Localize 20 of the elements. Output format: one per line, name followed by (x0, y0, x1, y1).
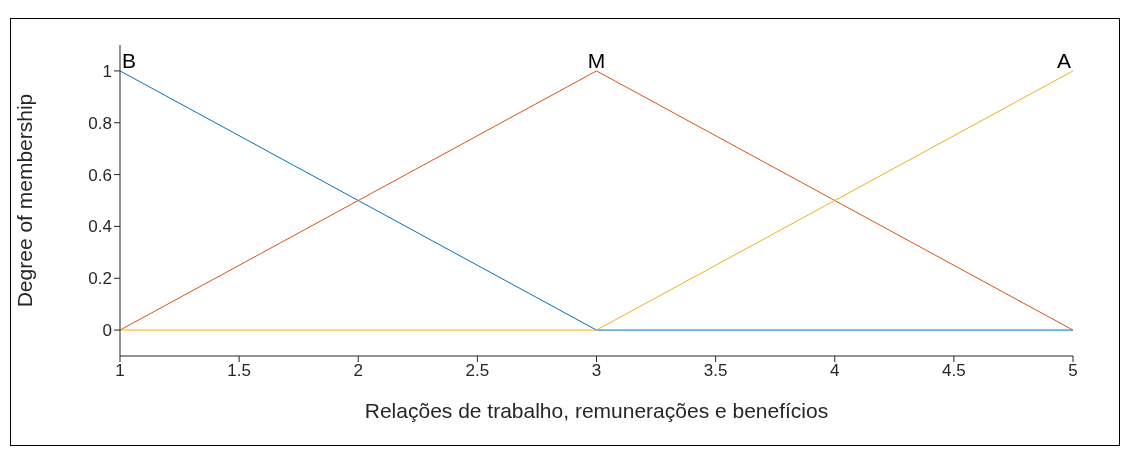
y-tick-label: 0.4 (88, 217, 112, 237)
series-label: A (1056, 48, 1071, 72)
x-tick-label: 3.5 (703, 361, 728, 381)
y-tick-label: 1 (102, 61, 112, 81)
x-tick-label: 1 (115, 361, 125, 381)
x-tick-label: 2.5 (465, 361, 490, 381)
series-label: B (122, 48, 137, 72)
x-tick-label: 3 (591, 361, 602, 381)
y-tick-label: 0.8 (88, 113, 112, 133)
x-tick-label: 2 (353, 361, 363, 381)
x-tick-label: 1.5 (227, 361, 251, 381)
x-tick-label: 4.5 (942, 361, 966, 381)
x-tick-label: 5 (1068, 361, 1078, 381)
series-label: M (587, 48, 606, 72)
x-axis-title: Relações de trabalho, remunerações e benefícios (364, 399, 829, 422)
y-tick-label: 0.2 (88, 269, 112, 289)
y-axis-title: Degree of membership (13, 93, 37, 308)
x-tick-label: 4 (830, 361, 840, 381)
y-tick-label: 0 (102, 321, 112, 341)
y-tick-label: 0.6 (88, 165, 112, 185)
